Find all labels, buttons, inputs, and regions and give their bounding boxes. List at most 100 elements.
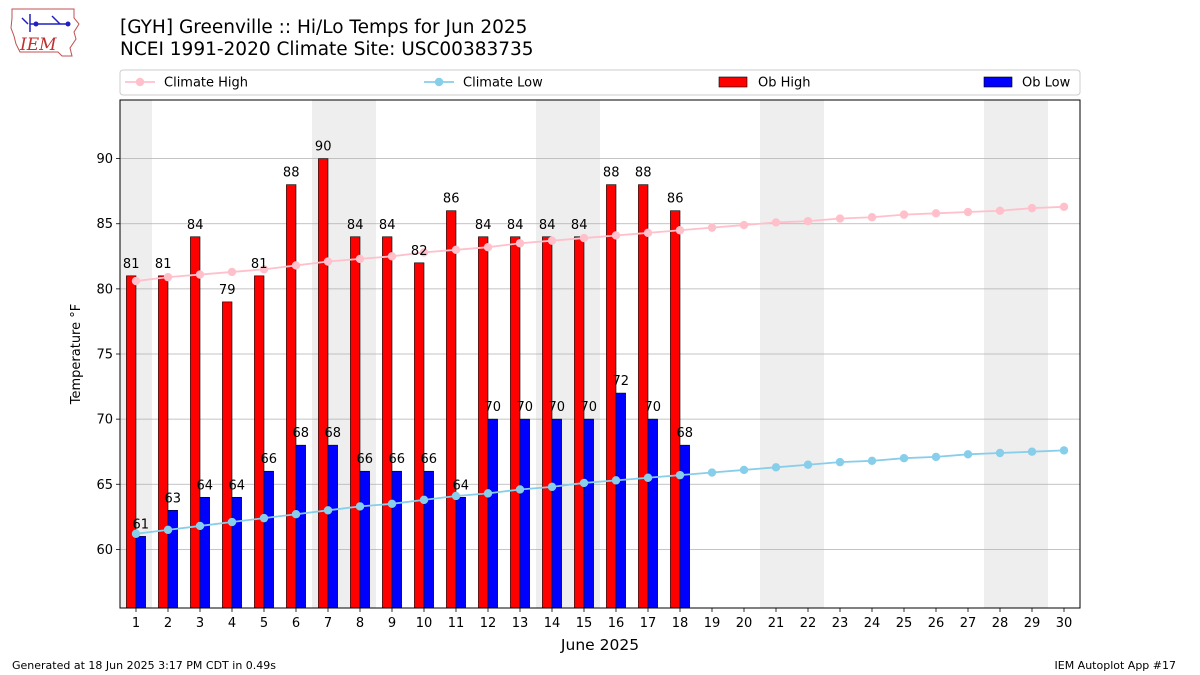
ob-low-bar: [359, 470, 370, 609]
legend-ob-low-label: Ob Low: [1022, 76, 1071, 91]
ob-low-label: 66: [389, 452, 406, 467]
ob-high-label: 84: [347, 218, 364, 233]
iem-logo: IEM: [8, 6, 84, 64]
title-line-2: NCEI 1991-2020 Climate Site: USC00383735: [120, 39, 534, 60]
ob-low-label: 70: [549, 400, 566, 415]
ob-low-label: 68: [293, 426, 310, 441]
ob-low-bar: [679, 444, 690, 609]
climate-low-point: [1059, 446, 1069, 455]
ob-high-bar: [606, 184, 617, 609]
x-tick-label: 9: [388, 616, 396, 631]
x-tick-label: 16: [608, 616, 625, 631]
climate-low-point: [739, 465, 749, 475]
climate-high-point: [867, 213, 877, 222]
x-tick-label: 4: [228, 616, 236, 631]
ob-high-label: 86: [443, 192, 460, 207]
x-tick-label: 6: [292, 616, 300, 631]
climate-high-point: [707, 223, 717, 232]
x-tick-label: 8: [356, 616, 364, 631]
climate-high-point: [323, 257, 333, 266]
climate-high-point: [387, 252, 397, 261]
climate-high-point: [1027, 203, 1037, 213]
climate-high-point: [835, 214, 845, 223]
climate-high-point: [451, 245, 461, 254]
ob-high-bar: [542, 236, 553, 609]
climate-low-point: [579, 478, 589, 488]
climate-low-point: [451, 491, 461, 501]
y-tick-label: 70: [96, 413, 113, 428]
climate-low-point: [611, 476, 621, 485]
page-title: [GYH] Greenville :: Hi/Lo Temps for Jun …: [120, 17, 534, 61]
x-tick-label: 3: [196, 616, 204, 631]
ob-low-label: 64: [197, 478, 214, 493]
climate-low-point: [131, 529, 141, 538]
climate-low-point: [899, 454, 909, 463]
ob-high-bar: [286, 184, 297, 609]
y-tick-label: 75: [96, 348, 113, 363]
x-tick-label: 22: [800, 616, 817, 631]
climate-low-point: [547, 482, 557, 492]
climate-high-point: [579, 233, 589, 243]
climate-low-point: [355, 502, 365, 511]
climate-low-point: [803, 460, 813, 469]
ob-low-label: 70: [485, 400, 502, 415]
climate-high-point: [291, 261, 301, 270]
x-tick-label: 18: [672, 616, 689, 631]
plot-frame: [119, 99, 1081, 609]
ob-low-bar: [647, 418, 658, 609]
climate-high-point: [227, 267, 237, 277]
ob-low-bar: [167, 510, 178, 609]
climate-high-point: [995, 206, 1005, 215]
legend-ob-high-swatch: [718, 76, 748, 88]
y-tick-label: 60: [96, 543, 113, 558]
ob-high-label: 81: [123, 257, 140, 272]
legend-climate-high-label: Climate High: [164, 76, 248, 91]
climate-low-point: [1027, 447, 1037, 456]
climate-high-point: [1059, 202, 1069, 212]
title-line-1: [GYH] Greenville :: Hi/Lo Temps for Jun …: [120, 17, 528, 38]
ob-high-bar: [574, 236, 585, 609]
ob-high-label: 84: [571, 218, 588, 233]
ob-high-label: 79: [219, 283, 236, 298]
ob-low-bar: [423, 470, 434, 609]
climate-low-point: [227, 517, 237, 527]
ob-low-bar: [391, 470, 402, 609]
climate-high-point: [675, 226, 685, 235]
climate-low-point: [931, 452, 941, 462]
ob-high-label: 84: [539, 218, 556, 233]
ob-high-bar: [670, 210, 681, 609]
y-axis-label: Temperature °F: [69, 304, 84, 405]
x-tick-label: 17: [640, 616, 657, 631]
climate-low-point: [515, 485, 525, 494]
ob-low-label: 68: [677, 426, 694, 441]
ob-high-bar: [190, 236, 201, 609]
y-tick-label: 65: [96, 478, 113, 493]
climate-high-point: [355, 254, 365, 264]
ob-high-bar: [222, 301, 233, 609]
climate-low-point: [419, 495, 429, 505]
x-tick-label: 21: [768, 616, 785, 631]
climate-low-point: [259, 513, 269, 523]
ob-high-label: 84: [187, 218, 204, 233]
x-tick-label: 25: [896, 616, 913, 631]
x-tick-label: 5: [260, 616, 268, 631]
ob-low-label: 70: [645, 400, 662, 415]
generated-note: Generated at 18 Jun 2025 3:17 PM CDT in …: [12, 659, 277, 672]
legend-climate-low-marker: [434, 77, 444, 87]
climate-high-point: [611, 231, 621, 240]
iem-logo-text: IEM: [19, 35, 57, 55]
climate-high-point: [547, 236, 557, 245]
climate-low-point: [963, 450, 973, 459]
ob-low-bar: [231, 496, 242, 609]
ob-low-bar: [583, 418, 594, 609]
ob-low-label: 64: [229, 478, 246, 493]
ob-low-bar: [487, 418, 498, 609]
climate-high-point: [419, 248, 429, 257]
x-tick-label: 14: [544, 616, 561, 631]
climate-low-point: [195, 521, 205, 531]
ob-low-label: 70: [581, 400, 598, 415]
legend-climate-low-label: Climate Low: [463, 76, 543, 91]
climate-high-point: [259, 265, 269, 274]
ob-high-bar: [126, 275, 137, 609]
legend-climate-high-marker: [135, 77, 145, 87]
